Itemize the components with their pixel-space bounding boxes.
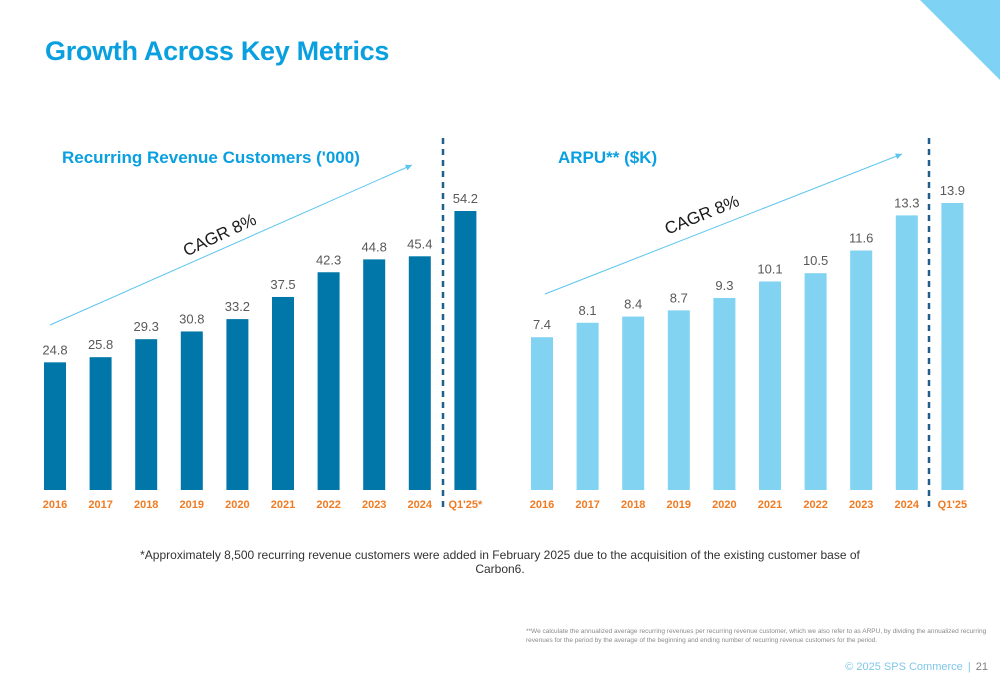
customers-category-label: 2024 <box>408 499 433 511</box>
customers-value-label: 30.8 <box>179 311 204 326</box>
arpu-bar <box>850 250 873 490</box>
arpu-value-label: 10.5 <box>803 253 828 268</box>
arpu-category-label: 2024 <box>895 499 920 511</box>
customers-category-label: Q1'25* <box>448 499 483 511</box>
arpu-bar <box>531 337 553 490</box>
arpu-category-label: 2017 <box>575 499 599 511</box>
customers-category-label: 2018 <box>134 499 158 511</box>
customers-bar <box>89 357 112 490</box>
customers-trend-arrow <box>49 164 413 326</box>
arpu-bar <box>713 297 736 490</box>
customers-bar <box>180 331 203 490</box>
page-number: 21 <box>975 661 988 673</box>
copyright-footer: © 2025 SPS Commerce | 21 <box>845 661 988 673</box>
arpu-value-label: 10.1 <box>757 261 782 276</box>
customers-bar <box>272 296 294 490</box>
customers-value-label: 33.2 <box>225 299 250 314</box>
arpu-value-label: 9.3 <box>715 278 733 293</box>
arpu-bar <box>804 273 827 490</box>
customers-value-label: 45.4 <box>407 236 432 251</box>
customers-value-label: 37.5 <box>270 277 295 292</box>
customers-value-label: 29.3 <box>134 319 159 334</box>
arpu-category-label: 2019 <box>667 499 691 511</box>
arpu-value-label: 13.9 <box>940 183 965 198</box>
arpu-category-label: 2016 <box>530 499 554 511</box>
arpu-value-label: 13.3 <box>894 195 919 210</box>
customers-value-label: 24.8 <box>42 342 67 357</box>
customers-bar <box>363 259 386 490</box>
acquisition-footnote: *Approximately 8,500 recurring revenue c… <box>140 548 860 576</box>
arpu-bar <box>941 203 964 490</box>
arpu-bar <box>667 310 690 490</box>
arpu-bar <box>895 215 918 490</box>
customers-category-label: 2016 <box>43 499 67 511</box>
customers-chart-title: Recurring Revenue Customers ('000) <box>62 148 360 167</box>
customers-bar <box>454 211 477 490</box>
customers-category-label: 2022 <box>316 499 340 511</box>
arpu-category-label: 2023 <box>849 499 873 511</box>
customers-bar <box>135 339 158 490</box>
arpu-definition-note: **We calculate the annualized average re… <box>526 628 987 645</box>
arpu-value-label: 8.7 <box>670 290 688 305</box>
arpu-category-label: 2022 <box>803 499 827 511</box>
customers-value-label: 25.8 <box>88 337 113 352</box>
arpu-category-label: 2021 <box>758 499 782 511</box>
customers-value-label: 42.3 <box>316 252 341 267</box>
customers-bar <box>408 256 431 490</box>
arpu-trend-arrow-head <box>895 153 902 160</box>
copyright-text: © 2025 SPS Commerce <box>845 661 963 673</box>
customers-bar <box>226 319 249 490</box>
customers-bar <box>317 272 340 490</box>
customers-bar <box>44 362 66 490</box>
customers-category-label: 2023 <box>362 499 386 511</box>
customers-trend-arrow-head <box>405 164 412 171</box>
customers-category-label: 2021 <box>271 499 295 511</box>
customers-category-label: 2019 <box>180 499 204 511</box>
arpu-category-label: Q1'25 <box>938 499 968 511</box>
arpu-value-label: 8.4 <box>624 297 642 312</box>
arpu-bar <box>576 322 599 490</box>
arpu-chart-title: ARPU** ($K) <box>558 148 657 167</box>
customers-cagr-annotation: CAGR 8% <box>180 210 259 260</box>
page-title: Growth Across Key Metrics <box>45 36 390 66</box>
customers-category-label: 2017 <box>88 499 112 511</box>
customers-category-label: 2020 <box>225 499 249 511</box>
customers-value-label: 44.8 <box>362 239 387 254</box>
customers-value-label: 54.2 <box>453 191 478 206</box>
footer-separator: | <box>967 661 971 673</box>
corner-decoration <box>920 0 1000 80</box>
arpu-value-label: 8.1 <box>579 303 597 318</box>
arpu-trend-arrow <box>544 153 903 295</box>
arpu-bar <box>622 316 645 490</box>
arpu-cagr-annotation: CAGR 8% <box>662 191 742 238</box>
arpu-category-label: 2018 <box>621 499 645 511</box>
arpu-bar <box>759 281 781 490</box>
arpu-value-label: 11.6 <box>849 230 873 245</box>
arpu-value-label: 7.4 <box>533 317 551 332</box>
arpu-category-label: 2020 <box>712 499 736 511</box>
